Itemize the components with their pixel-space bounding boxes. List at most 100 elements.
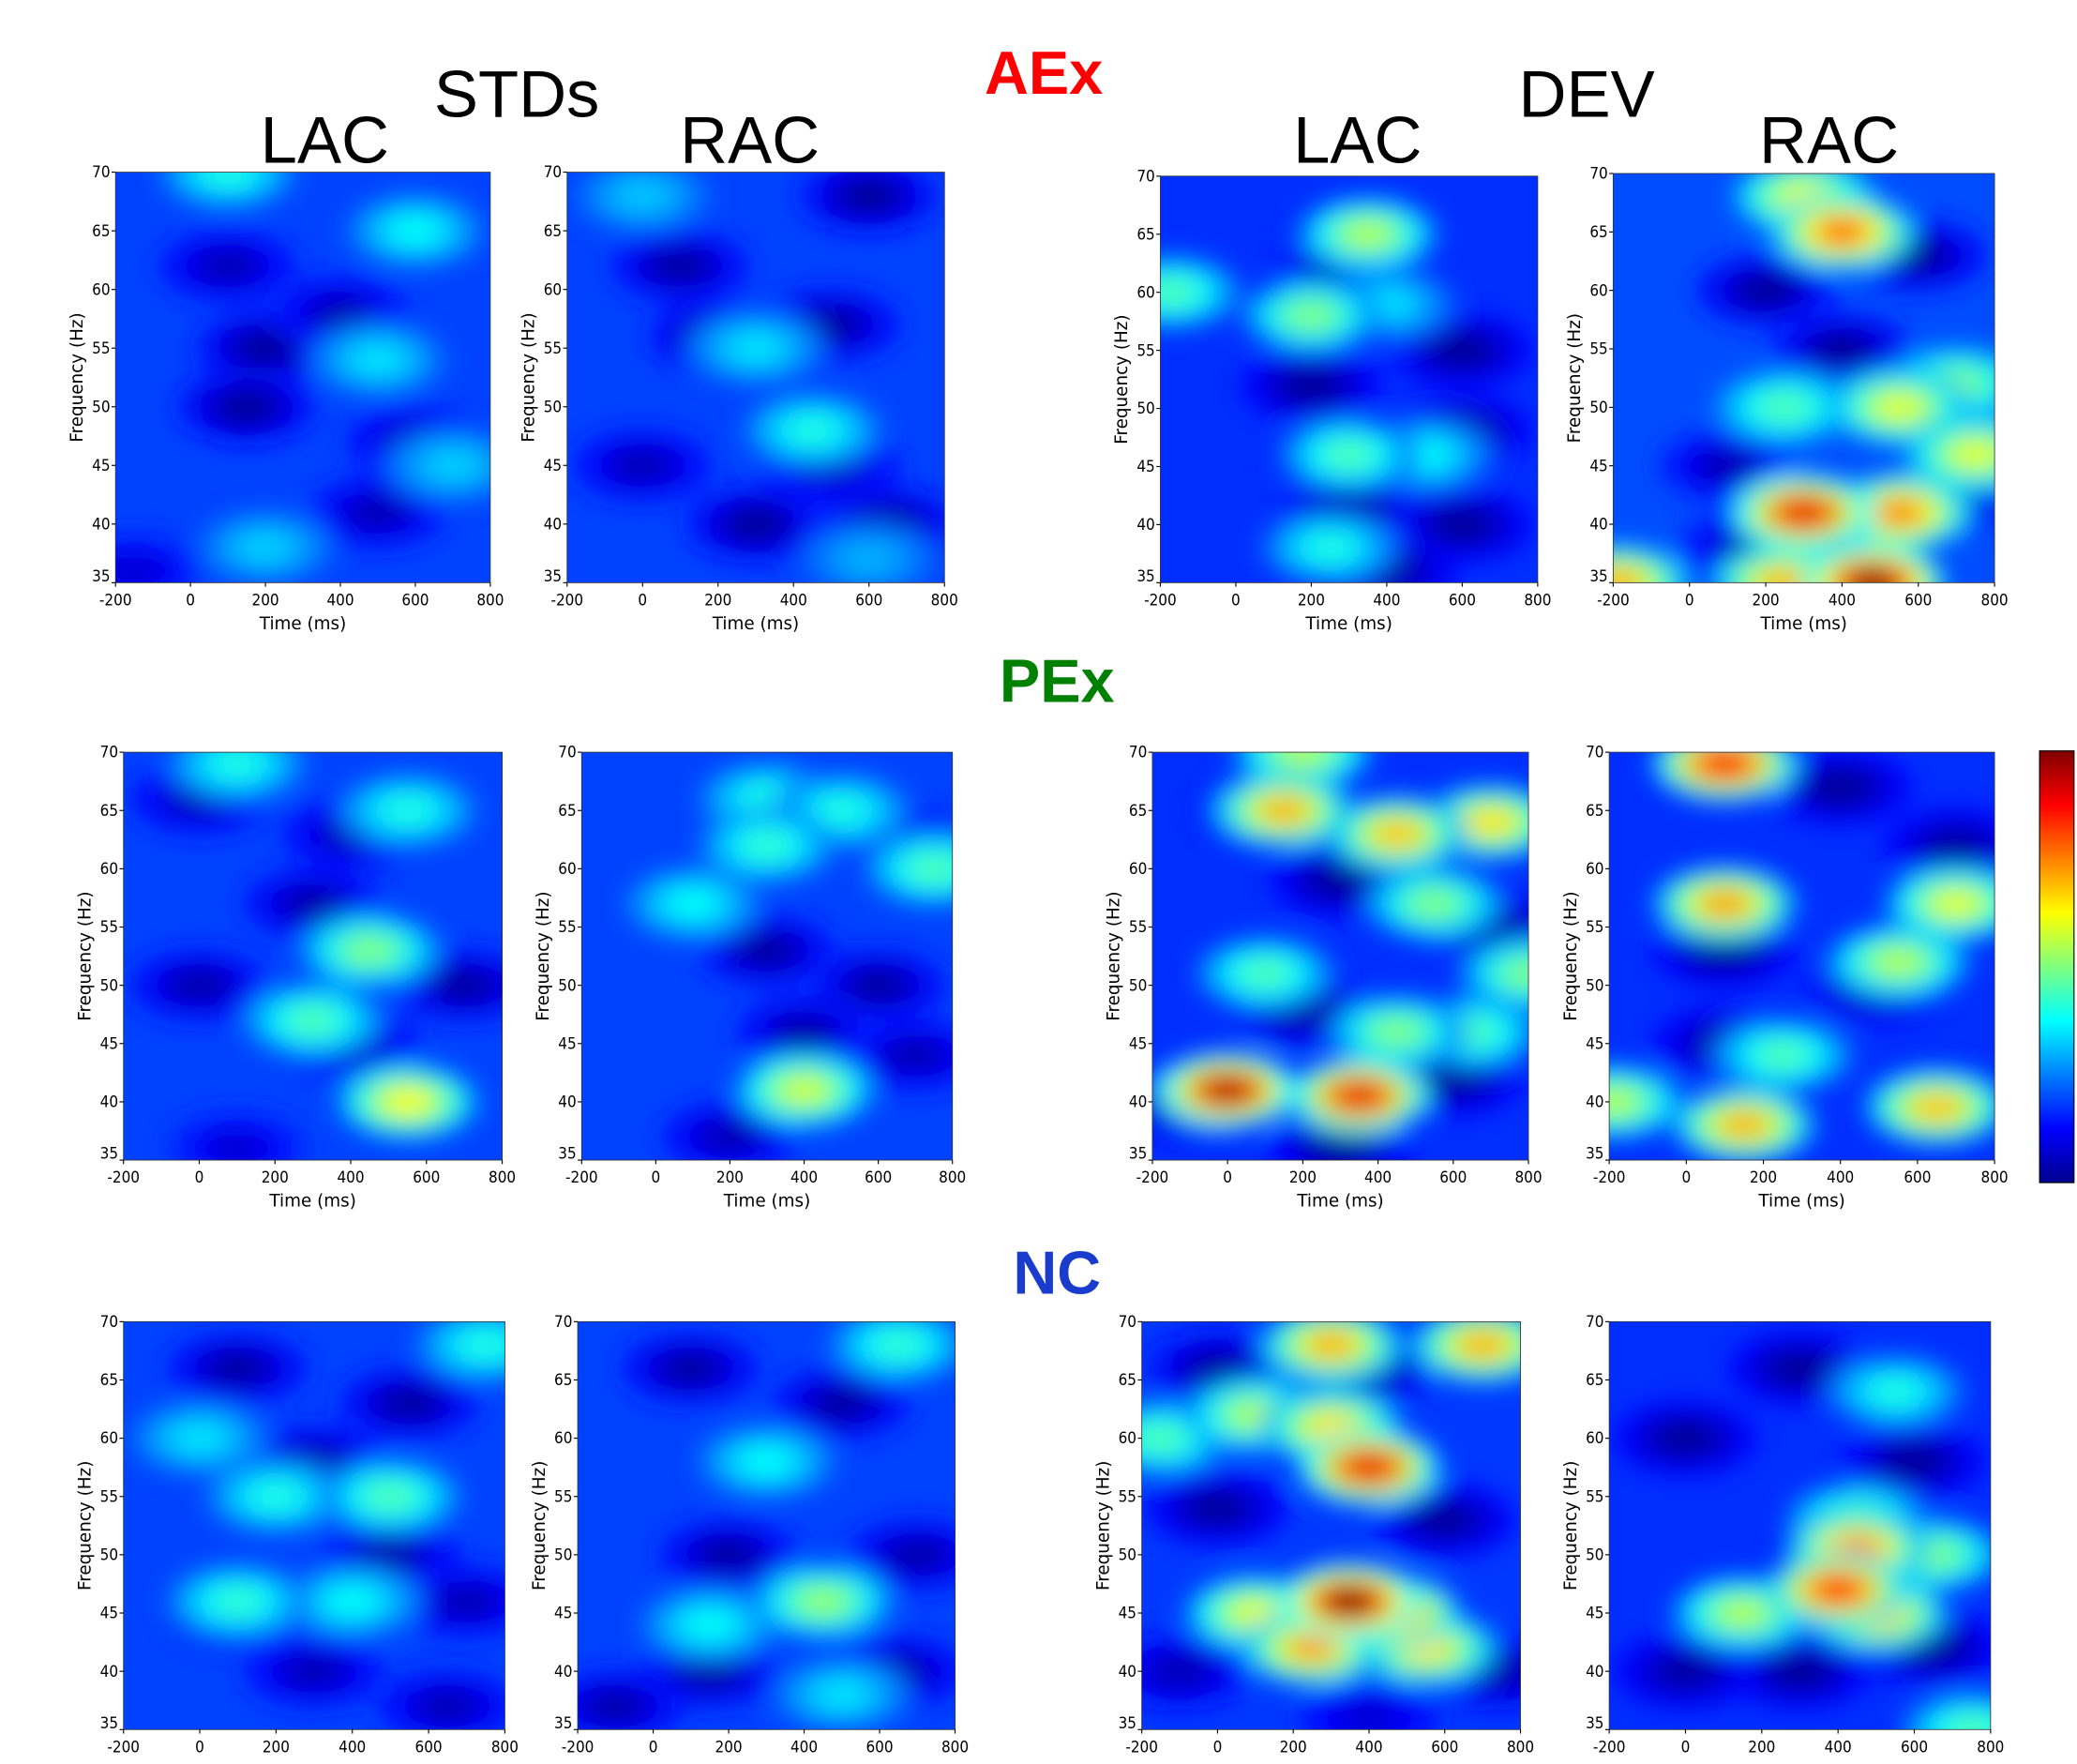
hotspot: [1213, 772, 1355, 849]
hotspot-level: [1911, 1093, 1963, 1122]
hotspot: [128, 1399, 272, 1477]
hotspot-level: [1949, 440, 1995, 468]
y-tick-label: 70: [1589, 164, 1607, 183]
y-tick-label: 55: [544, 339, 562, 357]
hotspot-level: [1774, 1354, 1826, 1382]
hotspot-level: [326, 1588, 378, 1615]
colorbar: [2039, 750, 2075, 1184]
hotspot: [1614, 1399, 1757, 1477]
y-tick-label: 35: [92, 566, 110, 585]
hotspot: [1195, 935, 1336, 1012]
y-tick-label: 60: [92, 279, 110, 298]
hotspot: [696, 1423, 837, 1500]
y-tick-label: 45: [1586, 1604, 1603, 1622]
y-tick-label: 40: [558, 1093, 576, 1111]
hotspot: [166, 1109, 309, 1161]
y-axis-label: Frequency (Hz): [75, 891, 95, 1020]
hotspot: [1767, 1551, 1910, 1628]
hotspot: [337, 1063, 479, 1140]
y-axis-label: Frequency (Hz): [530, 1461, 549, 1591]
group-label: AEx: [985, 38, 1103, 107]
hotspot: [1260, 1321, 1403, 1383]
y-tick-label: 45: [558, 1033, 576, 1052]
y-tick-label: 65: [1586, 1370, 1603, 1389]
y-tick-label: 35: [1119, 1713, 1136, 1732]
hotspot-level: [1305, 1331, 1357, 1359]
hotspot: [1864, 1069, 1995, 1146]
plot-frame: [1151, 751, 1529, 1161]
plot-frame: [1612, 173, 1995, 583]
hotspot-level: [909, 855, 953, 882]
hotspot-level: [250, 1483, 302, 1511]
y-tick-label: 45: [1136, 457, 1154, 475]
y-tick-label: 50: [92, 397, 110, 415]
y-tick-label: 55: [1129, 917, 1147, 936]
y-tick-label: 40: [1586, 1662, 1603, 1681]
x-tick-label: 600: [1449, 590, 1476, 609]
hotspot-level: [1774, 1657, 1826, 1685]
y-tick-label: 45: [92, 456, 110, 475]
hotspot-level: [730, 334, 781, 362]
y-tick-label: 35: [558, 1144, 576, 1163]
hotspot-level: [817, 1681, 867, 1709]
hotspot: [414, 1321, 505, 1383]
hotspot-level: [779, 1077, 829, 1104]
heatmap-field: [128, 752, 503, 1161]
hotspot-level: [203, 252, 253, 280]
hotspot: [865, 830, 953, 908]
hotspot: [319, 1458, 462, 1535]
hotspot-level: [1343, 220, 1393, 249]
y-tick-label: 70: [1136, 166, 1154, 185]
hotspot: [1846, 217, 1990, 294]
x-tick-label: 600: [1439, 1168, 1467, 1186]
hotspot: [620, 1330, 762, 1407]
y-tick-label: 70: [100, 743, 118, 761]
hotspot: [270, 274, 411, 352]
hotspot: [128, 946, 270, 1024]
hotspot: [1241, 277, 1382, 354]
hotspot-level: [1718, 1111, 1770, 1139]
condition-header: DEV: [1519, 56, 1655, 130]
x-tick-label: 800: [1507, 1737, 1534, 1756]
hotspot-level: [1160, 279, 1197, 306]
y-tick-label: 70: [554, 1312, 572, 1331]
heatmap-panel: [1151, 752, 1528, 1161]
x-tick-label: 200: [715, 1737, 743, 1756]
hotspot: [1146, 1470, 1288, 1546]
hotspot-level: [1702, 452, 1753, 480]
y-tick-label: 40: [544, 514, 562, 533]
y-tick-label: 70: [558, 743, 576, 761]
hotspot-level: [422, 1693, 474, 1720]
hotspot-level: [798, 1588, 849, 1615]
hotspot-level: [1930, 890, 1982, 918]
y-tick-label: 50: [100, 1545, 118, 1564]
hotspot: [1671, 1575, 1814, 1651]
hotspot: [742, 391, 883, 469]
hotspot-level: [617, 182, 668, 210]
hotspot-level: [873, 1331, 924, 1359]
x-tick-label: 800: [476, 590, 504, 609]
y-axis-label: Frequency (Hz): [68, 312, 87, 442]
hotspot-level: [1344, 1704, 1394, 1730]
y-tick-label: 45: [1129, 1033, 1147, 1052]
hotspot: [1770, 310, 1914, 387]
y-tick-label: 45: [1119, 1604, 1136, 1622]
hotspot-level: [666, 1354, 716, 1382]
hotspot-level: [705, 1123, 755, 1151]
hotspot: [1672, 1087, 1816, 1161]
heatmap-panel: [115, 172, 490, 583]
heatmap-panel: [578, 1321, 956, 1730]
x-tick-label: 0: [1213, 1737, 1223, 1756]
hotspot-level: [1316, 867, 1365, 895]
heatmap-panel: [1160, 175, 1538, 583]
hotspot: [685, 485, 827, 563]
hotspot-level: [1946, 1715, 1991, 1730]
hotspot: [345, 192, 486, 270]
y-tick-label: 60: [100, 859, 118, 878]
hotspot: [298, 912, 441, 989]
x-tick-label: 600: [855, 590, 882, 609]
y-tick-label: 35: [1136, 566, 1154, 585]
x-axis-label: Time (ms): [1757, 1191, 1844, 1211]
x-tick-label: 800: [489, 1168, 516, 1186]
